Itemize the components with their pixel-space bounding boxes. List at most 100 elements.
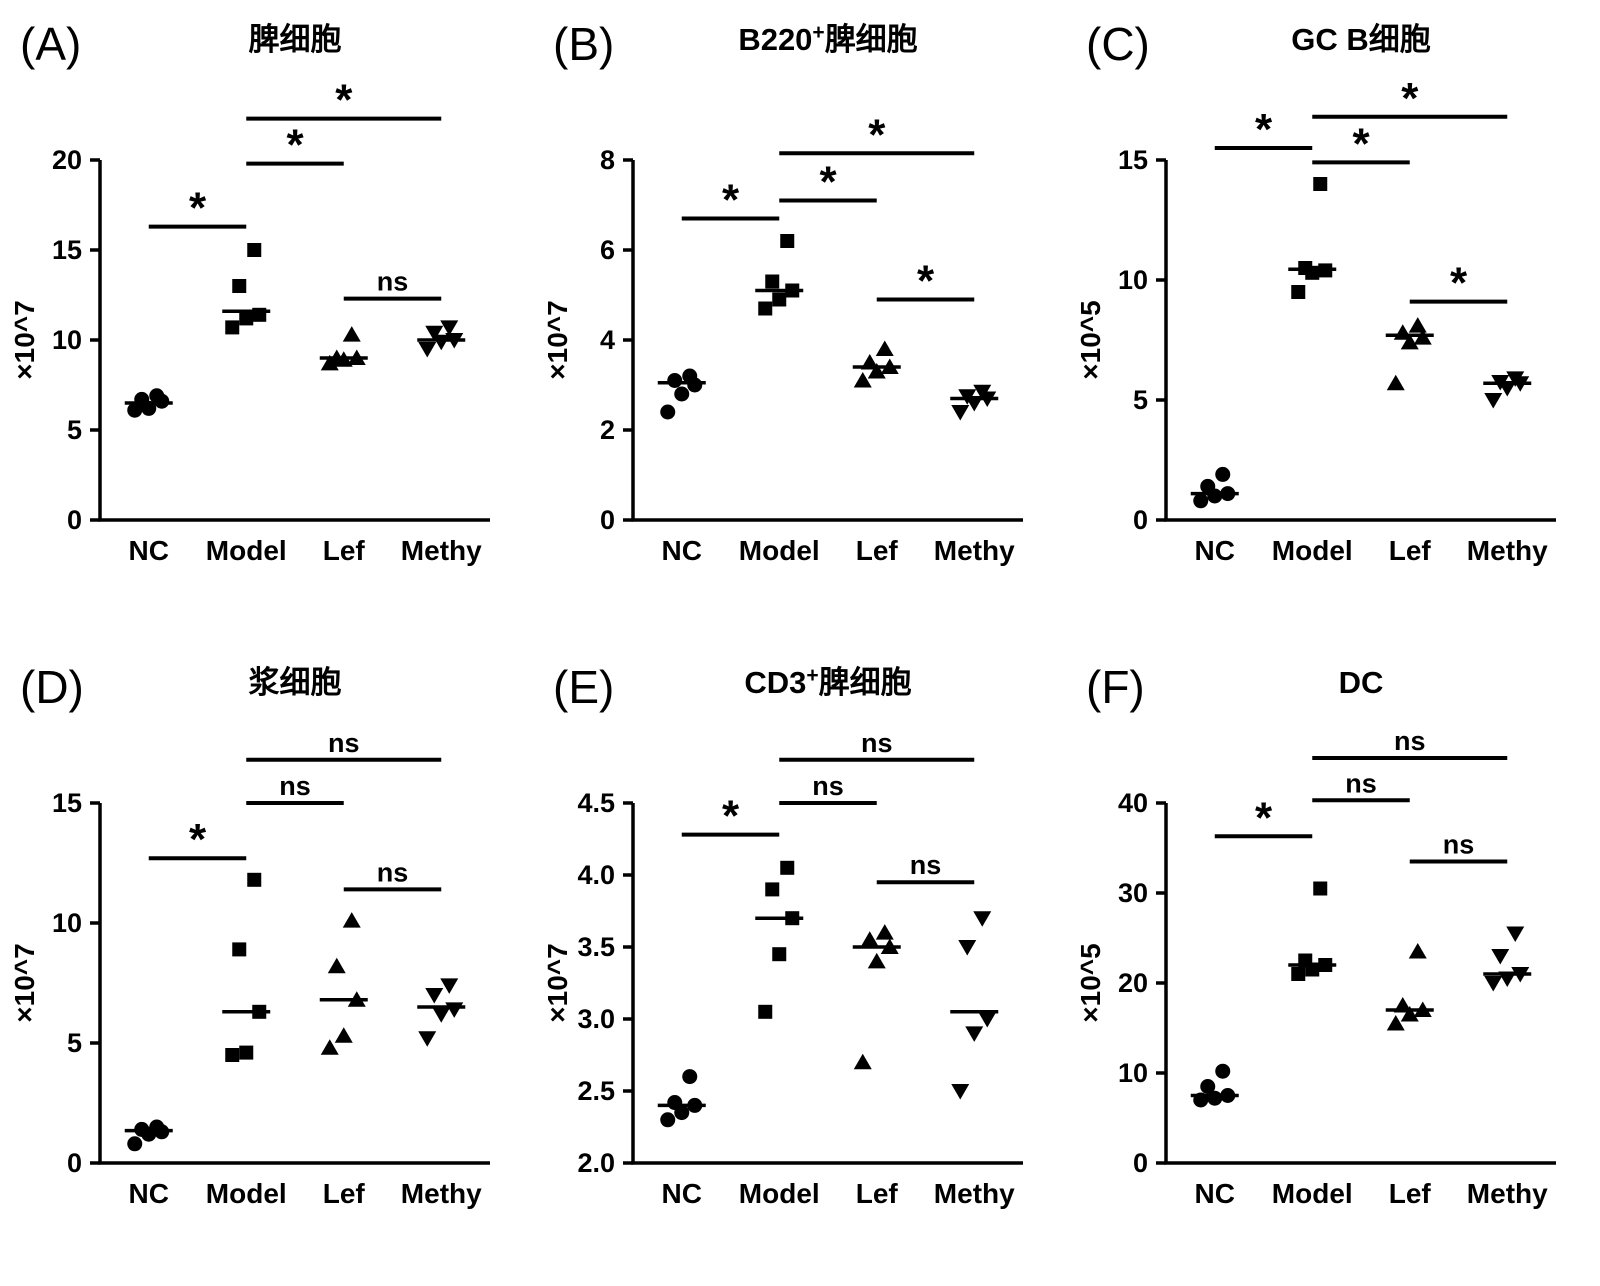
data-point xyxy=(1491,949,1510,965)
x-category-label: Methy xyxy=(401,1178,482,1209)
data-point xyxy=(674,386,690,402)
data-point xyxy=(134,391,150,407)
panel-letter: (B) xyxy=(553,18,614,70)
x-category-label: Model xyxy=(739,535,820,566)
x-category-label: NC xyxy=(662,1178,702,1209)
panel-a-chart: (A) 脾细胞 0 5 10 15 20 ×10^7 NC Model Lef Methy * * * ns xyxy=(9,18,490,566)
y-axis-label: ×10^5 xyxy=(1075,943,1106,1022)
data-point xyxy=(687,1097,703,1113)
x-category-label: Lef xyxy=(856,1178,899,1209)
data-point xyxy=(432,334,451,351)
significance-label: * xyxy=(1352,119,1370,168)
data-point xyxy=(1386,1015,1405,1031)
x-category-label: Lef xyxy=(1389,1178,1432,1209)
data-point xyxy=(252,1004,267,1019)
data-point xyxy=(958,389,977,405)
data-point xyxy=(1215,466,1231,482)
data-point xyxy=(772,292,787,307)
data-point xyxy=(347,991,366,1007)
significance-label: ns xyxy=(377,857,409,887)
data-point xyxy=(327,349,346,365)
y-tick-label: 0 xyxy=(600,505,615,535)
significance-label: * xyxy=(189,815,207,864)
data-point xyxy=(951,405,970,421)
data-point xyxy=(232,279,247,293)
data-point xyxy=(1408,317,1427,333)
data-point xyxy=(327,957,346,974)
data-point xyxy=(860,931,879,947)
y-tick-label: 4 xyxy=(600,325,615,355)
y-tick-label: 10 xyxy=(52,908,82,938)
significance-label: ns xyxy=(1394,726,1426,756)
data-point xyxy=(1207,1090,1223,1106)
data-point xyxy=(418,342,437,358)
data-point xyxy=(1220,1088,1236,1103)
x-category-label: Model xyxy=(206,535,287,566)
data-point xyxy=(860,354,879,370)
data-point xyxy=(1220,486,1236,502)
data-point xyxy=(765,882,780,897)
data-point xyxy=(239,1045,254,1060)
data-point xyxy=(1298,953,1313,968)
data-point xyxy=(880,358,899,374)
significance-label: * xyxy=(1401,74,1419,123)
x-category-label: Methy xyxy=(1467,535,1548,566)
data-point xyxy=(1200,478,1216,494)
x-category-label: Methy xyxy=(934,535,1015,566)
data-point xyxy=(780,234,795,248)
significance-label: * xyxy=(722,176,740,225)
x-category-label: NC xyxy=(1195,535,1235,566)
data-point xyxy=(418,1031,437,1047)
significance-label: * xyxy=(722,792,740,841)
y-axis-label: ×10^5 xyxy=(1075,300,1106,379)
significance-label: ns xyxy=(1443,830,1475,860)
panel-c-chart: (C) GC B细胞 0 5 10 15 ×10^5 NC Model Lef Methy * * * * xyxy=(1075,18,1556,566)
y-tick-label: 3.0 xyxy=(577,1004,615,1034)
data-point xyxy=(958,940,977,956)
y-axis-label: ×10^7 xyxy=(542,300,573,379)
data-point xyxy=(225,1048,240,1062)
data-point xyxy=(973,911,992,927)
significance-label: * xyxy=(819,158,837,207)
panel-title: 脾细胞 xyxy=(249,22,342,57)
data-point xyxy=(342,326,361,342)
data-point xyxy=(239,311,254,326)
data-point xyxy=(149,388,165,404)
data-point xyxy=(1400,333,1419,350)
y-tick-label: 15 xyxy=(52,235,82,265)
data-point xyxy=(1413,329,1432,345)
data-point xyxy=(445,333,464,349)
data-point xyxy=(758,301,773,316)
panel-letter: (D) xyxy=(20,661,84,713)
data-point xyxy=(425,325,444,342)
data-point xyxy=(682,1069,698,1085)
y-axis-label: ×10^7 xyxy=(9,943,40,1022)
data-point xyxy=(252,307,267,322)
data-point xyxy=(247,872,262,887)
y-tick-label: 2.5 xyxy=(577,1076,615,1106)
data-point xyxy=(1291,285,1306,299)
data-point xyxy=(880,938,899,954)
panel-c: (C) GC B细胞 0 5 10 15 ×10^5 NC Model Lef Methy * * * * xyxy=(1066,0,1599,643)
panel-title: GC B细胞 xyxy=(1291,22,1431,57)
significance-label: * xyxy=(335,76,353,125)
y-tick-label: 8 xyxy=(600,145,615,175)
data-point xyxy=(1393,997,1412,1013)
panel-d: (D) 浆细胞 0 5 10 15 ×10^7 NC Model Lef Methy * ns ns ns xyxy=(0,643,533,1286)
x-category-label: Model xyxy=(1272,1178,1353,1209)
significance-label: ns xyxy=(910,850,942,880)
significance-label: * xyxy=(1255,105,1273,154)
panel-letter: (E) xyxy=(553,661,614,713)
x-category-label: Lef xyxy=(1389,535,1432,566)
data-point xyxy=(1215,1063,1231,1079)
y-tick-label: 5 xyxy=(67,415,82,445)
y-tick-label: 30 xyxy=(1118,878,1148,908)
panel-f: (F) DC 0 10 20 30 40 ×10^5 NC Model Lef Methy * ns ns n… xyxy=(1066,643,1599,1286)
data-point xyxy=(660,404,676,420)
x-category-label: Model xyxy=(739,1178,820,1209)
panel-title: CD3+脾细胞 xyxy=(744,664,911,700)
significance-label: ns xyxy=(861,728,893,758)
y-tick-label: 10 xyxy=(1118,265,1148,295)
